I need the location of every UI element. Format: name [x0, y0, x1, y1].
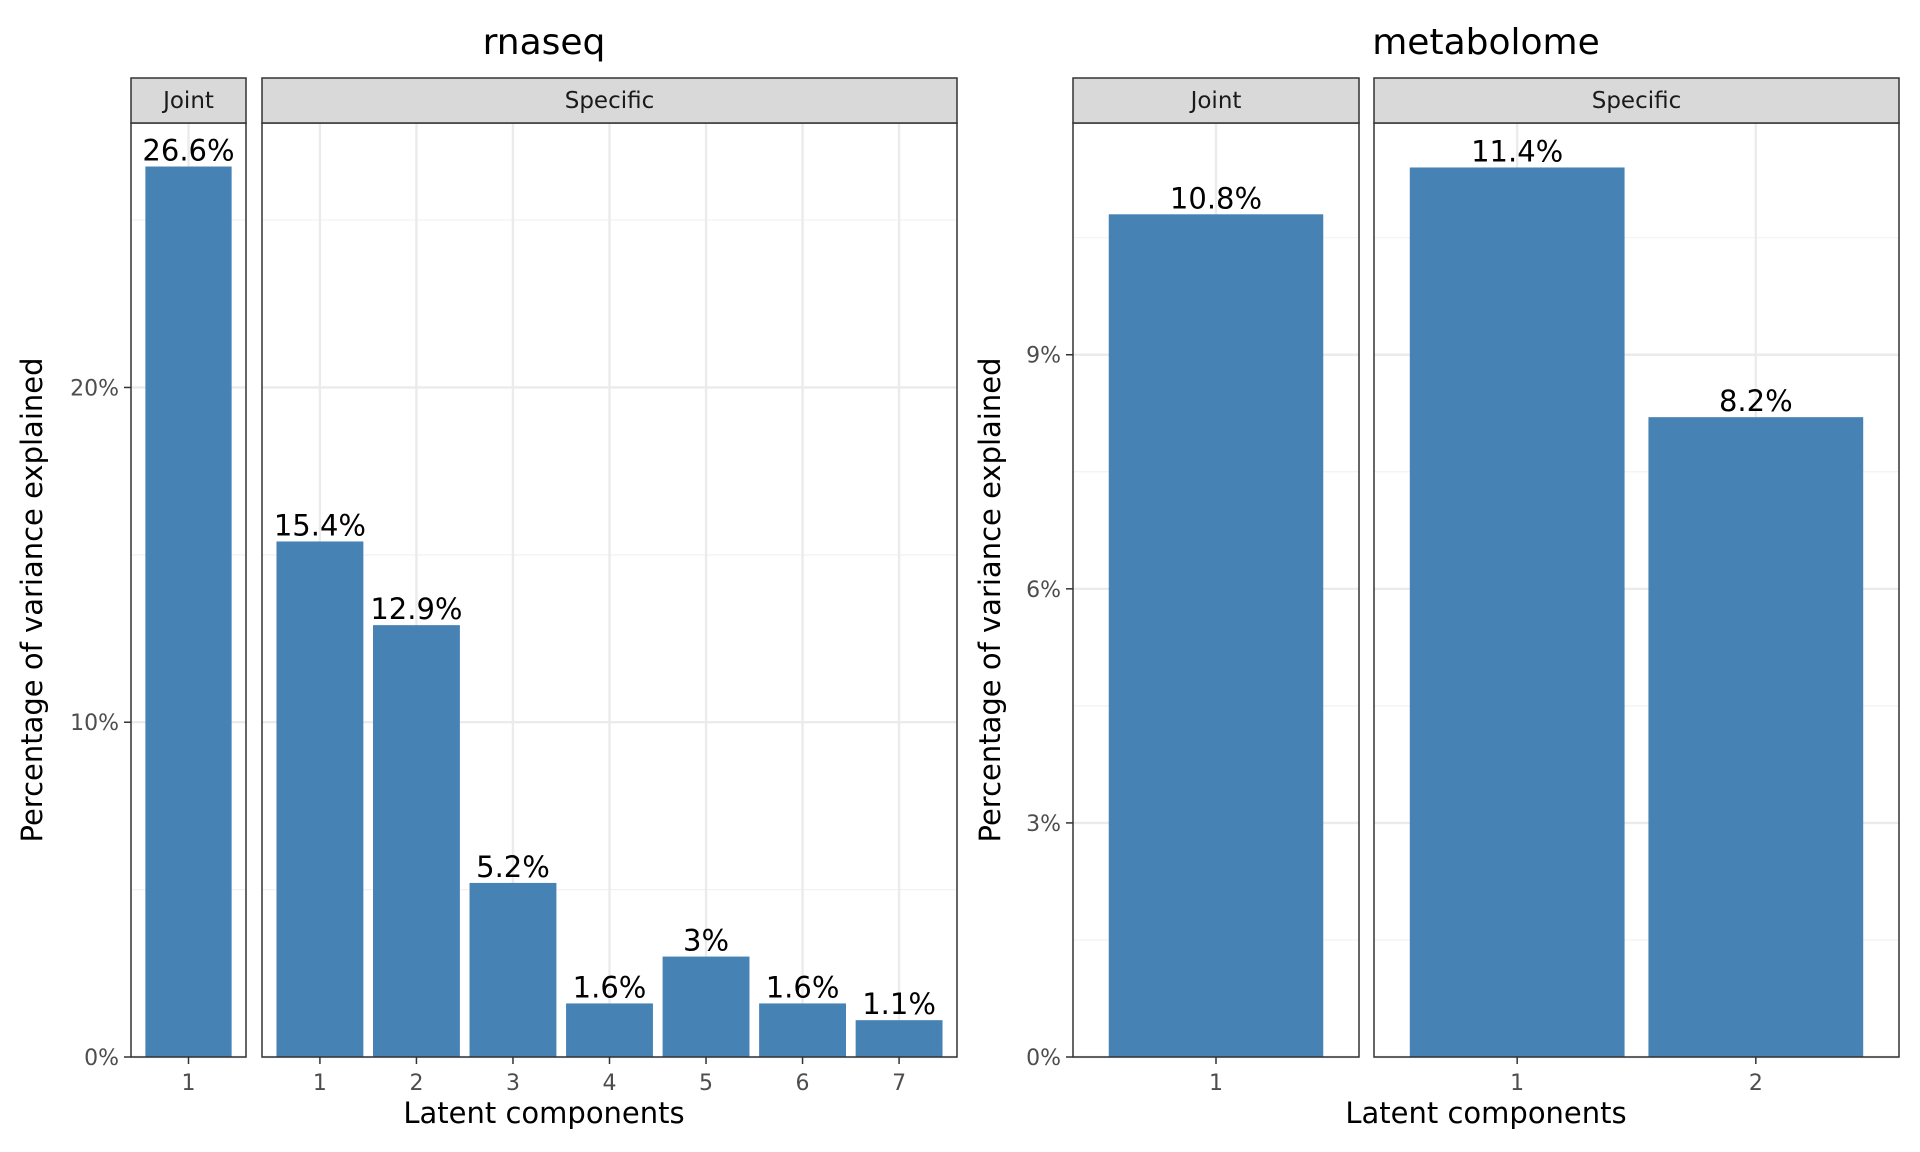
y-axis-title: Percentage of variance explained	[15, 357, 49, 842]
data-label: 5.2%	[476, 850, 550, 884]
data-label: 1.6%	[766, 970, 840, 1004]
y-tick-label: 10%	[70, 711, 119, 736]
x-tick-label: 4	[603, 1071, 617, 1096]
bar-specific-1	[276, 541, 364, 1057]
y-tick-label: 0%	[1026, 1046, 1061, 1071]
x-tick-label: 2	[409, 1071, 423, 1096]
data-label: 8.2%	[1719, 384, 1793, 418]
chart-panel-rnaseq: rnaseq 26.6% Joint 1 15.4% 12.9% 5.2% 1.6% 3% 1.6…	[15, 22, 958, 1130]
data-label: 15.4%	[274, 508, 366, 542]
x-axis-title: Latent components	[1345, 1096, 1626, 1130]
data-label: 11.4%	[1471, 134, 1563, 168]
data-label: 3%	[683, 924, 729, 958]
y-tick-label: 0%	[84, 1046, 119, 1071]
y-tick-label: 9%	[1026, 344, 1061, 369]
facet-strip-label: Specific	[565, 88, 655, 114]
bar-joint-1	[1108, 214, 1324, 1058]
bar-specific-3	[469, 882, 557, 1057]
x-tick-label: 3	[506, 1071, 520, 1096]
data-label: 1.6%	[573, 970, 647, 1004]
facet-strip-label: Joint	[161, 88, 214, 114]
bar-specific-2	[373, 625, 460, 1057]
data-label: 26.6%	[142, 134, 234, 168]
facet-strip	[261, 77, 958, 124]
x-axis-title: Latent components	[403, 1096, 684, 1130]
y-axis-title: Percentage of variance explained	[973, 357, 1007, 842]
bar-specific-4	[566, 1003, 653, 1057]
facet-strip	[1072, 77, 1360, 124]
facet-specific: 11.4% 8.2% Specific 1 2	[1373, 77, 1900, 1096]
x-tick-label: 7	[892, 1071, 906, 1096]
x-tick-label: 1	[1510, 1071, 1524, 1096]
y-tick-label: 20%	[70, 376, 119, 401]
chart-title: metabolome	[1372, 22, 1600, 63]
facet-strip	[1373, 77, 1900, 124]
data-label: 12.9%	[370, 592, 462, 626]
chart-title: rnaseq	[483, 22, 606, 63]
facet-strip-label: Joint	[1189, 88, 1242, 114]
bar-specific-2	[1648, 417, 1864, 1057]
data-label: 10.8%	[1170, 181, 1262, 215]
bar-specific-7	[855, 1020, 943, 1057]
x-tick-label: 2	[1749, 1071, 1763, 1096]
facet-strip	[130, 77, 247, 124]
facet-specific: 15.4% 12.9% 5.2% 1.6% 3% 1.6% 1.1% Specific 1 2 3 4…	[261, 77, 958, 1096]
bar-specific-6	[759, 1003, 846, 1057]
data-label: 1.1%	[862, 987, 936, 1021]
x-tick-label: 5	[699, 1071, 713, 1096]
facet-joint: 10.8% Joint 1	[1072, 77, 1360, 1096]
chart-panel-metabolome: metabolome 10.8% Joint 1 11.4% 8.2% Specific 1 2…	[973, 22, 1900, 1130]
bar-joint-1	[145, 166, 232, 1057]
bar-specific-5	[662, 956, 750, 1057]
bar-specific-1	[1409, 167, 1625, 1057]
x-tick-label: 1	[313, 1071, 327, 1096]
y-tick-label: 6%	[1026, 578, 1061, 603]
x-tick-label: 1	[1209, 1071, 1223, 1096]
x-tick-label: 1	[182, 1071, 196, 1096]
x-tick-label: 6	[796, 1071, 810, 1096]
facet-joint: 26.6% Joint 1	[130, 77, 247, 1096]
facet-strip-label: Specific	[1592, 88, 1682, 114]
y-tick-label: 3%	[1026, 812, 1061, 837]
